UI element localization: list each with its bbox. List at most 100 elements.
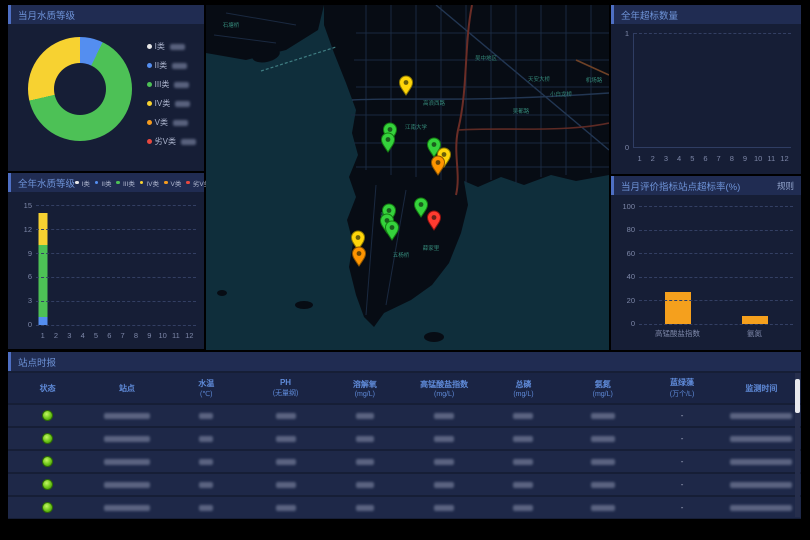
legend-item[interactable]: II类 xyxy=(95,178,112,188)
table-header-row: 状态站点水温(℃)PH(无量纲)溶解氧(mg/L)高锰酸盐指数(mg/L)总磷(… xyxy=(8,373,801,403)
yearbar-legend: I类II类III类IV类V类劣V类 xyxy=(75,178,210,188)
table-cell xyxy=(325,436,404,442)
table-cell xyxy=(722,459,801,465)
column-header: 溶解氧(mg/L) xyxy=(325,379,404,398)
redacted-value xyxy=(199,459,213,465)
legend-label: II类 xyxy=(155,60,167,71)
table-cell xyxy=(722,413,801,419)
y-axis-tick: 15 xyxy=(24,201,32,210)
table-cell: - xyxy=(642,480,721,489)
legend-dot xyxy=(147,139,152,144)
table-cell xyxy=(484,413,563,419)
table-cell xyxy=(722,505,801,511)
table-cell xyxy=(325,459,404,465)
table-cell xyxy=(325,413,404,419)
panel-title: 全年超标数量 xyxy=(621,8,678,22)
legend-item[interactable]: I类 xyxy=(147,41,196,52)
redacted-value xyxy=(356,436,374,442)
column-header: 站点 xyxy=(87,383,166,394)
column-unit: (℃) xyxy=(167,390,246,398)
table-cell xyxy=(167,413,246,419)
panel-title-bar: 全年超标数量 xyxy=(611,5,801,24)
gridline xyxy=(639,277,793,278)
table-cell xyxy=(405,505,484,511)
x-axis-tick: 11 xyxy=(169,331,182,340)
table-row[interactable]: - xyxy=(8,405,801,426)
table-scrollbar[interactable] xyxy=(795,373,800,517)
redacted-value xyxy=(513,459,533,465)
panel-year-quality: 全年水质等级 I类II类III类IV类V类劣V类 15129630 123456… xyxy=(8,173,204,349)
legend-item[interactable]: I类 xyxy=(75,178,90,188)
column-header: 高锰酸盐指数(mg/L) xyxy=(405,379,484,398)
legend-item[interactable]: 劣V类 xyxy=(147,136,196,147)
column-header: PH(无量纲) xyxy=(246,378,325,398)
status-dot-normal xyxy=(42,456,53,467)
table-cell xyxy=(563,436,642,442)
legend-label: I类 xyxy=(82,178,90,188)
column-header: 总磷(mg/L) xyxy=(484,379,563,398)
map[interactable]: 石塘桥吴中地区天安大桥机场路小白龙桥高浪西路吴都路江南大学叶巷薛家里五杨桥 xyxy=(206,5,609,350)
legend-item[interactable]: III类 xyxy=(116,178,134,188)
rate-bar xyxy=(665,292,691,324)
x-axis-tick: 5 xyxy=(89,331,102,340)
x-axis-tick: 高锰酸盐指数 xyxy=(639,328,716,339)
redacted-value xyxy=(591,413,615,419)
column-label: 监测时间 xyxy=(722,383,801,394)
map-label: 五杨桥 xyxy=(393,251,410,259)
panel-title: 当月评价指标站点超标率(%) xyxy=(621,179,740,193)
legend-item[interactable]: IV类 xyxy=(140,178,159,188)
map-label: 江南大学 xyxy=(405,123,428,131)
redacted-value xyxy=(175,101,190,107)
legend-label: I类 xyxy=(155,41,165,52)
table-row[interactable]: - xyxy=(8,474,801,495)
table-cell xyxy=(167,459,246,465)
redacted-value xyxy=(174,82,189,88)
donut-legend: I类 II类 III类 IV类 V类劣V类 xyxy=(147,41,196,147)
legend-item[interactable]: V类 xyxy=(164,178,181,188)
legend-label: IV类 xyxy=(155,98,171,109)
gridline xyxy=(36,253,196,254)
column-label: 氨氮 xyxy=(563,379,642,390)
y-axis: 15129630 xyxy=(14,201,32,329)
column-unit: (mg/L) xyxy=(325,391,404,398)
redacted-value xyxy=(104,482,150,488)
x-axis-tick: 6 xyxy=(699,154,712,163)
redacted-value xyxy=(172,63,187,69)
rate-bar xyxy=(742,316,768,324)
redacted-value xyxy=(434,413,454,419)
x-axis-tick: 3 xyxy=(659,154,672,163)
legend-item[interactable]: III类 xyxy=(147,79,196,90)
table-row[interactable]: - xyxy=(8,497,801,518)
map-panel[interactable]: 石塘桥吴中地区天安大桥机场路小白龙桥高浪西路吴都路江南大学叶巷薛家里五杨桥 xyxy=(206,5,609,350)
legend-dot xyxy=(147,101,152,106)
rules-link[interactable]: 规则 xyxy=(777,180,794,192)
table-cell: - xyxy=(642,434,721,443)
table-row[interactable]: - xyxy=(8,428,801,449)
donut-ring xyxy=(28,37,132,141)
legend-label: V类 xyxy=(171,178,182,188)
x-axis-tick: 1 xyxy=(633,154,646,163)
gridline xyxy=(639,300,793,301)
y-axis-tick: 40 xyxy=(627,272,635,281)
panel-title: 站点时报 xyxy=(18,355,56,369)
redacted-value xyxy=(276,505,296,511)
legend-item[interactable]: II类 xyxy=(147,60,196,71)
table-cell xyxy=(722,436,801,442)
redacted-value xyxy=(434,459,454,465)
scrollbar-thumb[interactable] xyxy=(795,379,800,413)
table-cell xyxy=(405,436,484,442)
table-row[interactable]: - xyxy=(8,451,801,472)
legend-item[interactable]: V类 xyxy=(147,117,196,128)
column-unit: (mg/L) xyxy=(484,391,563,398)
x-axis-tick: 5 xyxy=(686,154,699,163)
table-cell xyxy=(167,482,246,488)
panel-title: 全年水质等级 xyxy=(18,176,75,190)
x-axis-tick: 8 xyxy=(129,331,142,340)
table-cell xyxy=(87,413,166,419)
legend-item[interactable]: IV类 xyxy=(147,98,196,109)
x-axis-tick: 7 xyxy=(712,154,725,163)
map-label: 机场路 xyxy=(586,76,603,84)
legend-label: V类 xyxy=(155,117,168,128)
table-cell xyxy=(8,479,87,490)
status-dot-normal xyxy=(42,433,53,444)
